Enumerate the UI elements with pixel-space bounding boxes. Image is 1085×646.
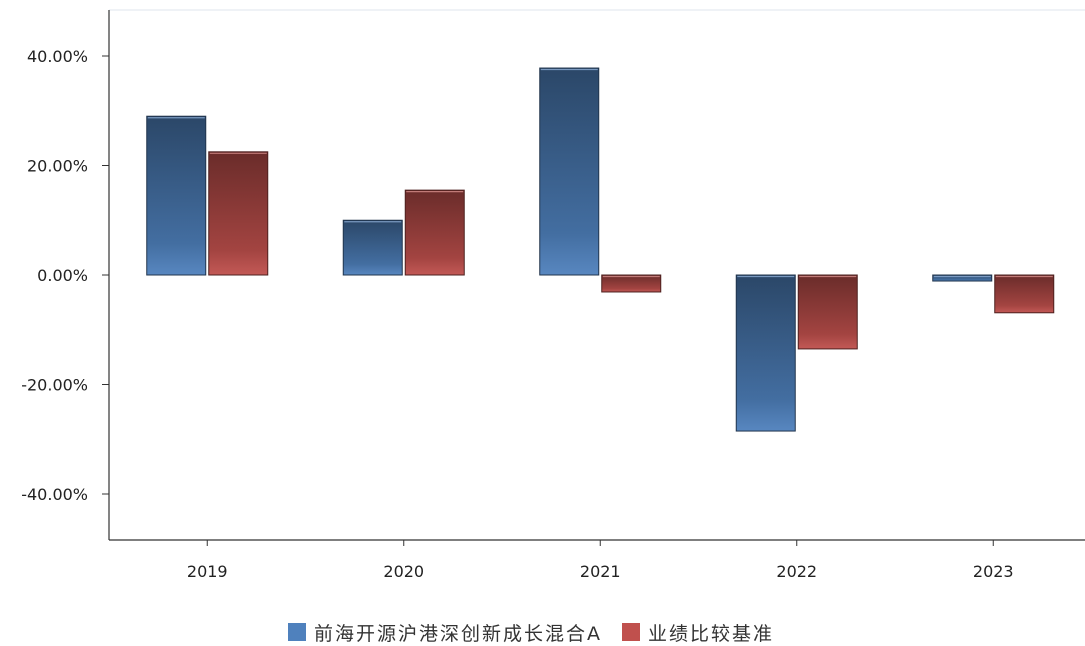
bar-fund-2021 [539,67,600,276]
x-tick-label: 2020 [383,562,424,581]
y-axis-ticks: 40.00% 20.00% 0.00% -20.00% -40.00% [21,47,109,504]
x-tick-label: 2023 [973,562,1014,581]
x-axis-ticks: 2019 2020 2021 2022 2023 [187,540,1014,581]
bars-group [146,67,1055,432]
legend-item-benchmark[interactable]: 业绩比较基准 [622,619,774,646]
legend-label-benchmark: 业绩比较基准 [648,622,775,645]
bar-fund-2019 [146,115,207,276]
y-tick-label: 0.00% [37,266,88,285]
bar-fund-2023 [932,274,993,282]
legend: 前海开源沪港深创新成长混合A 业绩比较基准 [288,619,774,646]
x-tick-label: 2022 [776,562,817,581]
y-tick-label: -40.00% [21,485,88,504]
legend-label-fund: 前海开源沪港深创新成长混合A [314,622,602,645]
bar-benchmark-2022 [797,274,858,350]
bar-fund-2022 [735,274,796,432]
y-tick-label: 20.00% [27,156,88,175]
x-tick-label: 2019 [187,562,228,581]
x-tick-label: 2021 [580,562,621,581]
bar-benchmark-2023 [994,274,1055,314]
y-tick-label: -20.00% [21,376,88,395]
bar-benchmark-2021 [601,274,662,293]
bar-fund-2020 [342,219,403,276]
legend-swatch-benchmark [622,623,640,641]
legend-item-fund[interactable]: 前海开源沪港深创新成长混合A [288,619,602,646]
bar-benchmark-2019 [208,151,269,276]
bar-benchmark-2020 [404,189,465,276]
y-tick-label: 40.00% [27,47,88,66]
legend-swatch-fund [288,623,306,641]
